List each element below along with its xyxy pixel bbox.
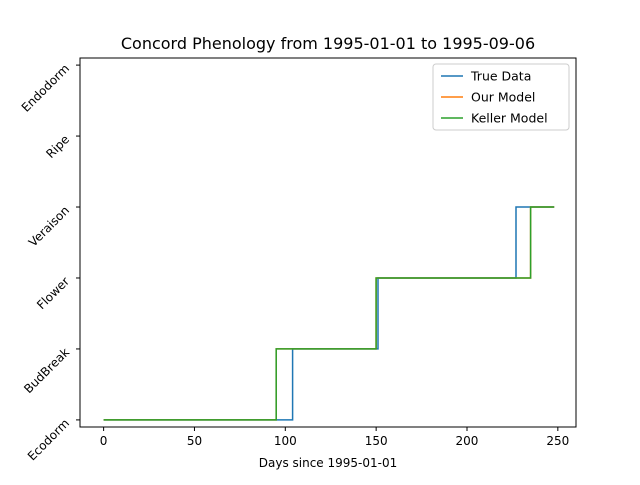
legend-box xyxy=(432,63,570,131)
series-layer xyxy=(103,206,555,421)
series-line-keller-model xyxy=(103,206,555,421)
x-tick-label: 250 xyxy=(546,434,569,448)
x-axis-label: Days since 1995-01-01 xyxy=(259,456,398,470)
x-tick-label: 100 xyxy=(274,434,297,448)
x-tick-label: 50 xyxy=(187,434,202,448)
legend-label: Keller Model xyxy=(471,111,548,126)
legend-label: True Data xyxy=(470,69,531,84)
plot-frame xyxy=(79,57,577,428)
chart-title: Concord Phenology from 1995-01-01 to 199… xyxy=(121,34,535,53)
x-tick-label: 200 xyxy=(456,434,479,448)
x-tick-label: 0 xyxy=(100,434,108,448)
series-line-true-data xyxy=(103,206,555,421)
legend: True Data Our Model Keller Model xyxy=(432,63,570,131)
x-tick-label: 150 xyxy=(365,434,388,448)
legend-label: Our Model xyxy=(471,90,535,105)
